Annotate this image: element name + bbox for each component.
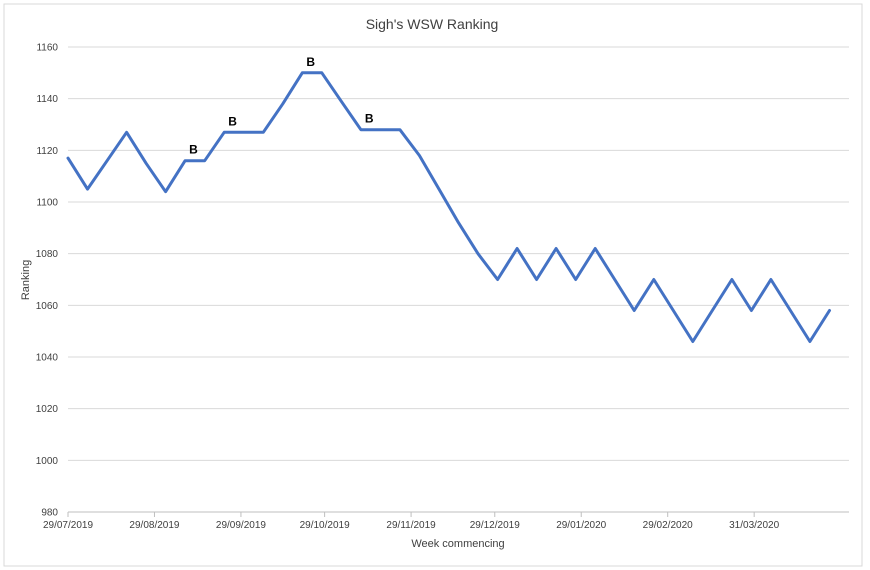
x-tick-label: 29/12/2019 xyxy=(470,520,520,531)
y-tick-label: 1160 xyxy=(36,43,58,54)
x-tick-label: 29/09/2019 xyxy=(216,520,266,531)
y-tick-label: 1140 xyxy=(36,94,58,105)
y-tick-label: 980 xyxy=(41,508,58,519)
x-tick-label: 29/08/2019 xyxy=(129,520,179,531)
x-axis: 29/07/2019 29/08/2019 29/09/2019 29/10/2019… xyxy=(43,511,849,531)
y-tick-label: 1120 xyxy=(36,146,58,157)
x-tick-label: 29/07/2019 xyxy=(43,520,93,531)
annotation-label: B xyxy=(189,143,198,157)
annotation-label: B xyxy=(365,112,374,126)
gridlines xyxy=(68,46,849,461)
series-group xyxy=(66,71,831,343)
chart-title: Sigh's WSW Ranking xyxy=(366,16,499,32)
y-tick-label: 1000 xyxy=(36,456,59,467)
y-tick-label: 1060 xyxy=(36,301,59,312)
x-tick-label: 29/02/2020 xyxy=(643,520,693,531)
y-axis-title: Ranking xyxy=(20,260,32,300)
y-tick-label: 1100 xyxy=(36,198,58,209)
x-axis-title: Week commencing xyxy=(411,538,504,550)
annotation-label: B xyxy=(306,55,315,69)
y-tick-label: 1020 xyxy=(36,404,59,415)
chart-area xyxy=(3,3,863,567)
x-tick-label: 29/10/2019 xyxy=(300,520,350,531)
series-line xyxy=(66,71,831,343)
y-tick-label: 1040 xyxy=(36,353,59,364)
x-tick-label: 29/11/2019 xyxy=(386,520,436,531)
annotations-group: B B B B xyxy=(189,55,374,157)
annotation-label: B xyxy=(228,114,237,128)
y-axis-tick-labels: 980 1000 1020 1040 1060 1080 1100 1120 1140 1160 xyxy=(36,43,59,519)
y-tick-label: 1080 xyxy=(36,249,59,260)
x-tick-label: 31/03/2020 xyxy=(729,520,779,531)
x-tick-label: 29/01/2020 xyxy=(556,520,606,531)
